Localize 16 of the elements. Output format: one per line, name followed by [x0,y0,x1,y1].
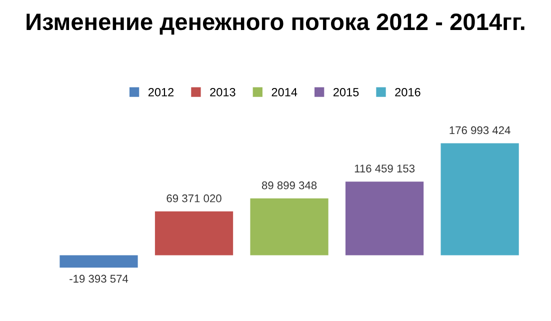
data-label: -19 393 574 [70,274,128,283]
bar [60,255,138,268]
chart-title: Изменение денежного потока 2012 - 2014гг. [26,13,524,35]
data-label: 69 371 020 [166,194,222,202]
bar [154,211,234,256]
bar [250,198,328,256]
legend-label: 2016 [395,88,420,96]
data-label: 116 459 153 [354,164,415,172]
bar [440,143,519,256]
legend-label: 2015 [333,88,359,96]
data-label: 89 899 348 [262,181,317,190]
legend-label: 2012 [148,88,174,96]
legend-label: 2014 [272,88,298,96]
bar [345,182,424,256]
data-label: 176 993 424 [450,126,510,134]
legend-label: 2013 [210,88,236,96]
